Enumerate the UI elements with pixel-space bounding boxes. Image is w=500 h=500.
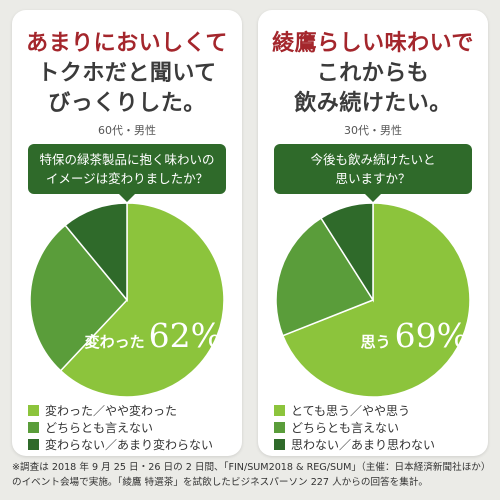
pie-slice-1 <box>275 217 375 337</box>
question-line-1: 特保の緑茶製品に抱く味わいの <box>39 152 215 167</box>
pie-chart-continue-drinking <box>275 202 471 398</box>
headline-line-3: 飲み続けたい。 <box>294 90 452 116</box>
highlight-result: 思う 69% <box>361 316 468 355</box>
headline-line-1: 綾鷹らしい味わいで <box>272 30 474 56</box>
legend-swatch <box>28 439 39 450</box>
question-line-2: 思いますか？ <box>335 171 411 186</box>
legend-swatch <box>274 439 285 450</box>
pie-slice-0 <box>59 202 225 398</box>
pie-slice-2 <box>64 202 128 303</box>
highlight-result: 変わった 62% <box>85 316 222 355</box>
survey-card-right: 綾鷹らしい味わいで これからも 飲み続けたい。 30代・男性 今後も飲み続けたい… <box>258 10 488 456</box>
legend-item: どちらとも言えない <box>28 419 236 436</box>
survey-card-left: あまりにおいしくて トクホだと聞いて びっくりした。 60代・男性 特保の緑茶製… <box>12 10 242 456</box>
legend-label: どちらとも言えない <box>45 421 154 435</box>
pie-chart-image-change <box>29 202 225 398</box>
pie-slice-1 <box>29 224 128 372</box>
legend-label: どちらとも言えない <box>291 421 400 435</box>
headline-line-3: びっくりした。 <box>48 90 206 116</box>
legend-item: 変わらない／あまり変わらない <box>28 436 236 453</box>
pie-slice-2 <box>319 202 374 303</box>
legend-item: どちらとも言えない <box>274 419 482 436</box>
legend-swatch <box>28 405 39 416</box>
question-bubble: 今後も飲み続けたいと 思いますか？ <box>274 144 472 202</box>
speech-tail <box>364 193 382 202</box>
footnote-line-2: のイベント会場で実施。「綾鷹 特選茶」を試飲したビジネスパーソン 227 人から… <box>12 477 429 488</box>
legend-item: とても思う／やや思う <box>274 402 482 419</box>
legend-item: 変わった／やや変わった <box>28 402 236 419</box>
legend-swatch <box>274 405 285 416</box>
headline: あまりにおいしくて トクホだと聞いて びっくりした。 <box>12 28 242 118</box>
headline-line-1: あまりにおいしくて <box>26 30 228 56</box>
survey-footnote: ※調査は 2018 年 9 月 25 日・26 日の 2 日間、「FIN/SUM… <box>12 460 492 490</box>
legend-label: 思わない／あまり思わない <box>291 438 436 452</box>
respondent-label: 30代・男性 <box>344 124 402 137</box>
pie-slice-0 <box>281 202 471 398</box>
legend: とても思う／やや思う どちらとも言えない 思わない／あまり思わない <box>274 402 482 453</box>
legend-swatch <box>274 422 285 433</box>
legend: 変わった／やや変わった どちらとも言えない 変わらない／あまり変わらない <box>28 402 236 453</box>
headline-line-2: トクホだと聞いて <box>37 60 217 86</box>
speech-tail <box>118 193 136 202</box>
legend-label: 変わった／やや変わった <box>45 404 178 418</box>
legend-label: 変わらない／あまり変わらない <box>45 438 214 452</box>
question-line-1: 今後も飲み続けたいと <box>310 152 436 167</box>
question-line-2: イメージは変わりましたか？ <box>45 171 209 186</box>
highlight-value: 62% <box>148 316 222 355</box>
legend-swatch <box>28 422 39 433</box>
legend-item: 思わない／あまり思わない <box>274 436 482 453</box>
question-bubble: 特保の緑茶製品に抱く味わいの イメージは変わりましたか？ <box>28 144 226 202</box>
footnote-line-1: ※調査は 2018 年 9 月 25 日・26 日の 2 日間、「FIN/SUM… <box>12 462 491 473</box>
highlight-label: 思う <box>360 333 391 351</box>
legend-label: とても思う／やや思う <box>291 404 411 418</box>
highlight-label: 変わった <box>84 333 145 351</box>
headline: 綾鷹らしい味わいで これからも 飲み続けたい。 <box>258 28 488 118</box>
respondent-label: 60代・男性 <box>98 124 156 137</box>
highlight-value: 69% <box>394 316 468 355</box>
headline-line-2: これからも <box>316 60 430 86</box>
